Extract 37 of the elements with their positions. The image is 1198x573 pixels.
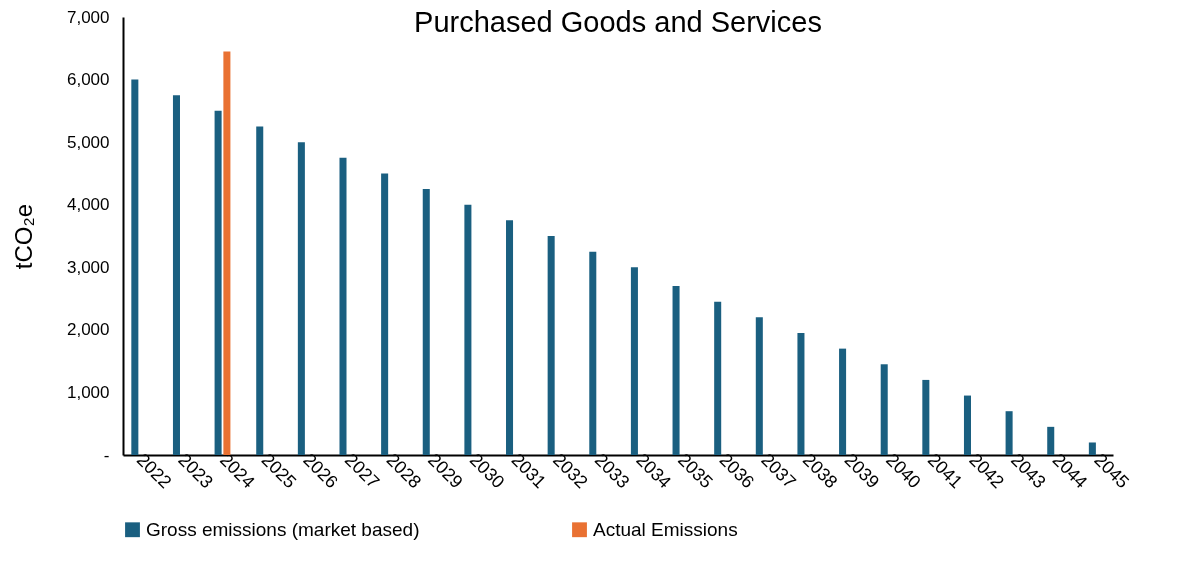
y-tick-label: 6,000 [66, 70, 110, 90]
bar [755, 317, 763, 455]
chart-title: Purchased Goods and Services [414, 6, 822, 38]
bar [422, 189, 430, 455]
y-tick-label: 1,000 [66, 382, 110, 402]
bar [922, 379, 930, 455]
y-tick-label: 3,000 [66, 257, 110, 277]
bar [297, 142, 305, 455]
bar [464, 204, 472, 455]
bar [589, 251, 597, 455]
bar [172, 95, 180, 455]
bar [714, 301, 722, 455]
legend-label: Gross emissions (market based) [146, 518, 420, 540]
bar [256, 126, 264, 455]
y-tick-label: - [103, 445, 110, 465]
bar [223, 51, 231, 455]
bar [839, 348, 847, 455]
bar [381, 173, 389, 455]
bar [1005, 411, 1013, 455]
bar [131, 79, 139, 455]
bar [880, 364, 888, 455]
bar [506, 220, 514, 455]
y-axis-title: tCO₂e [9, 203, 37, 270]
bar [630, 267, 638, 455]
y-tick-label: 5,000 [66, 132, 110, 152]
y-tick-label: 2,000 [66, 320, 110, 340]
bar [214, 110, 222, 455]
y-tick-label: 7,000 [66, 7, 110, 27]
bar [1088, 442, 1096, 455]
legend-label: Actual Emissions [593, 518, 738, 540]
y-tick-label: 4,000 [66, 195, 110, 215]
bar [672, 286, 680, 455]
bar [963, 395, 971, 455]
bar [339, 157, 347, 455]
bar [797, 332, 805, 455]
bar [547, 236, 555, 455]
bar [1047, 426, 1055, 455]
